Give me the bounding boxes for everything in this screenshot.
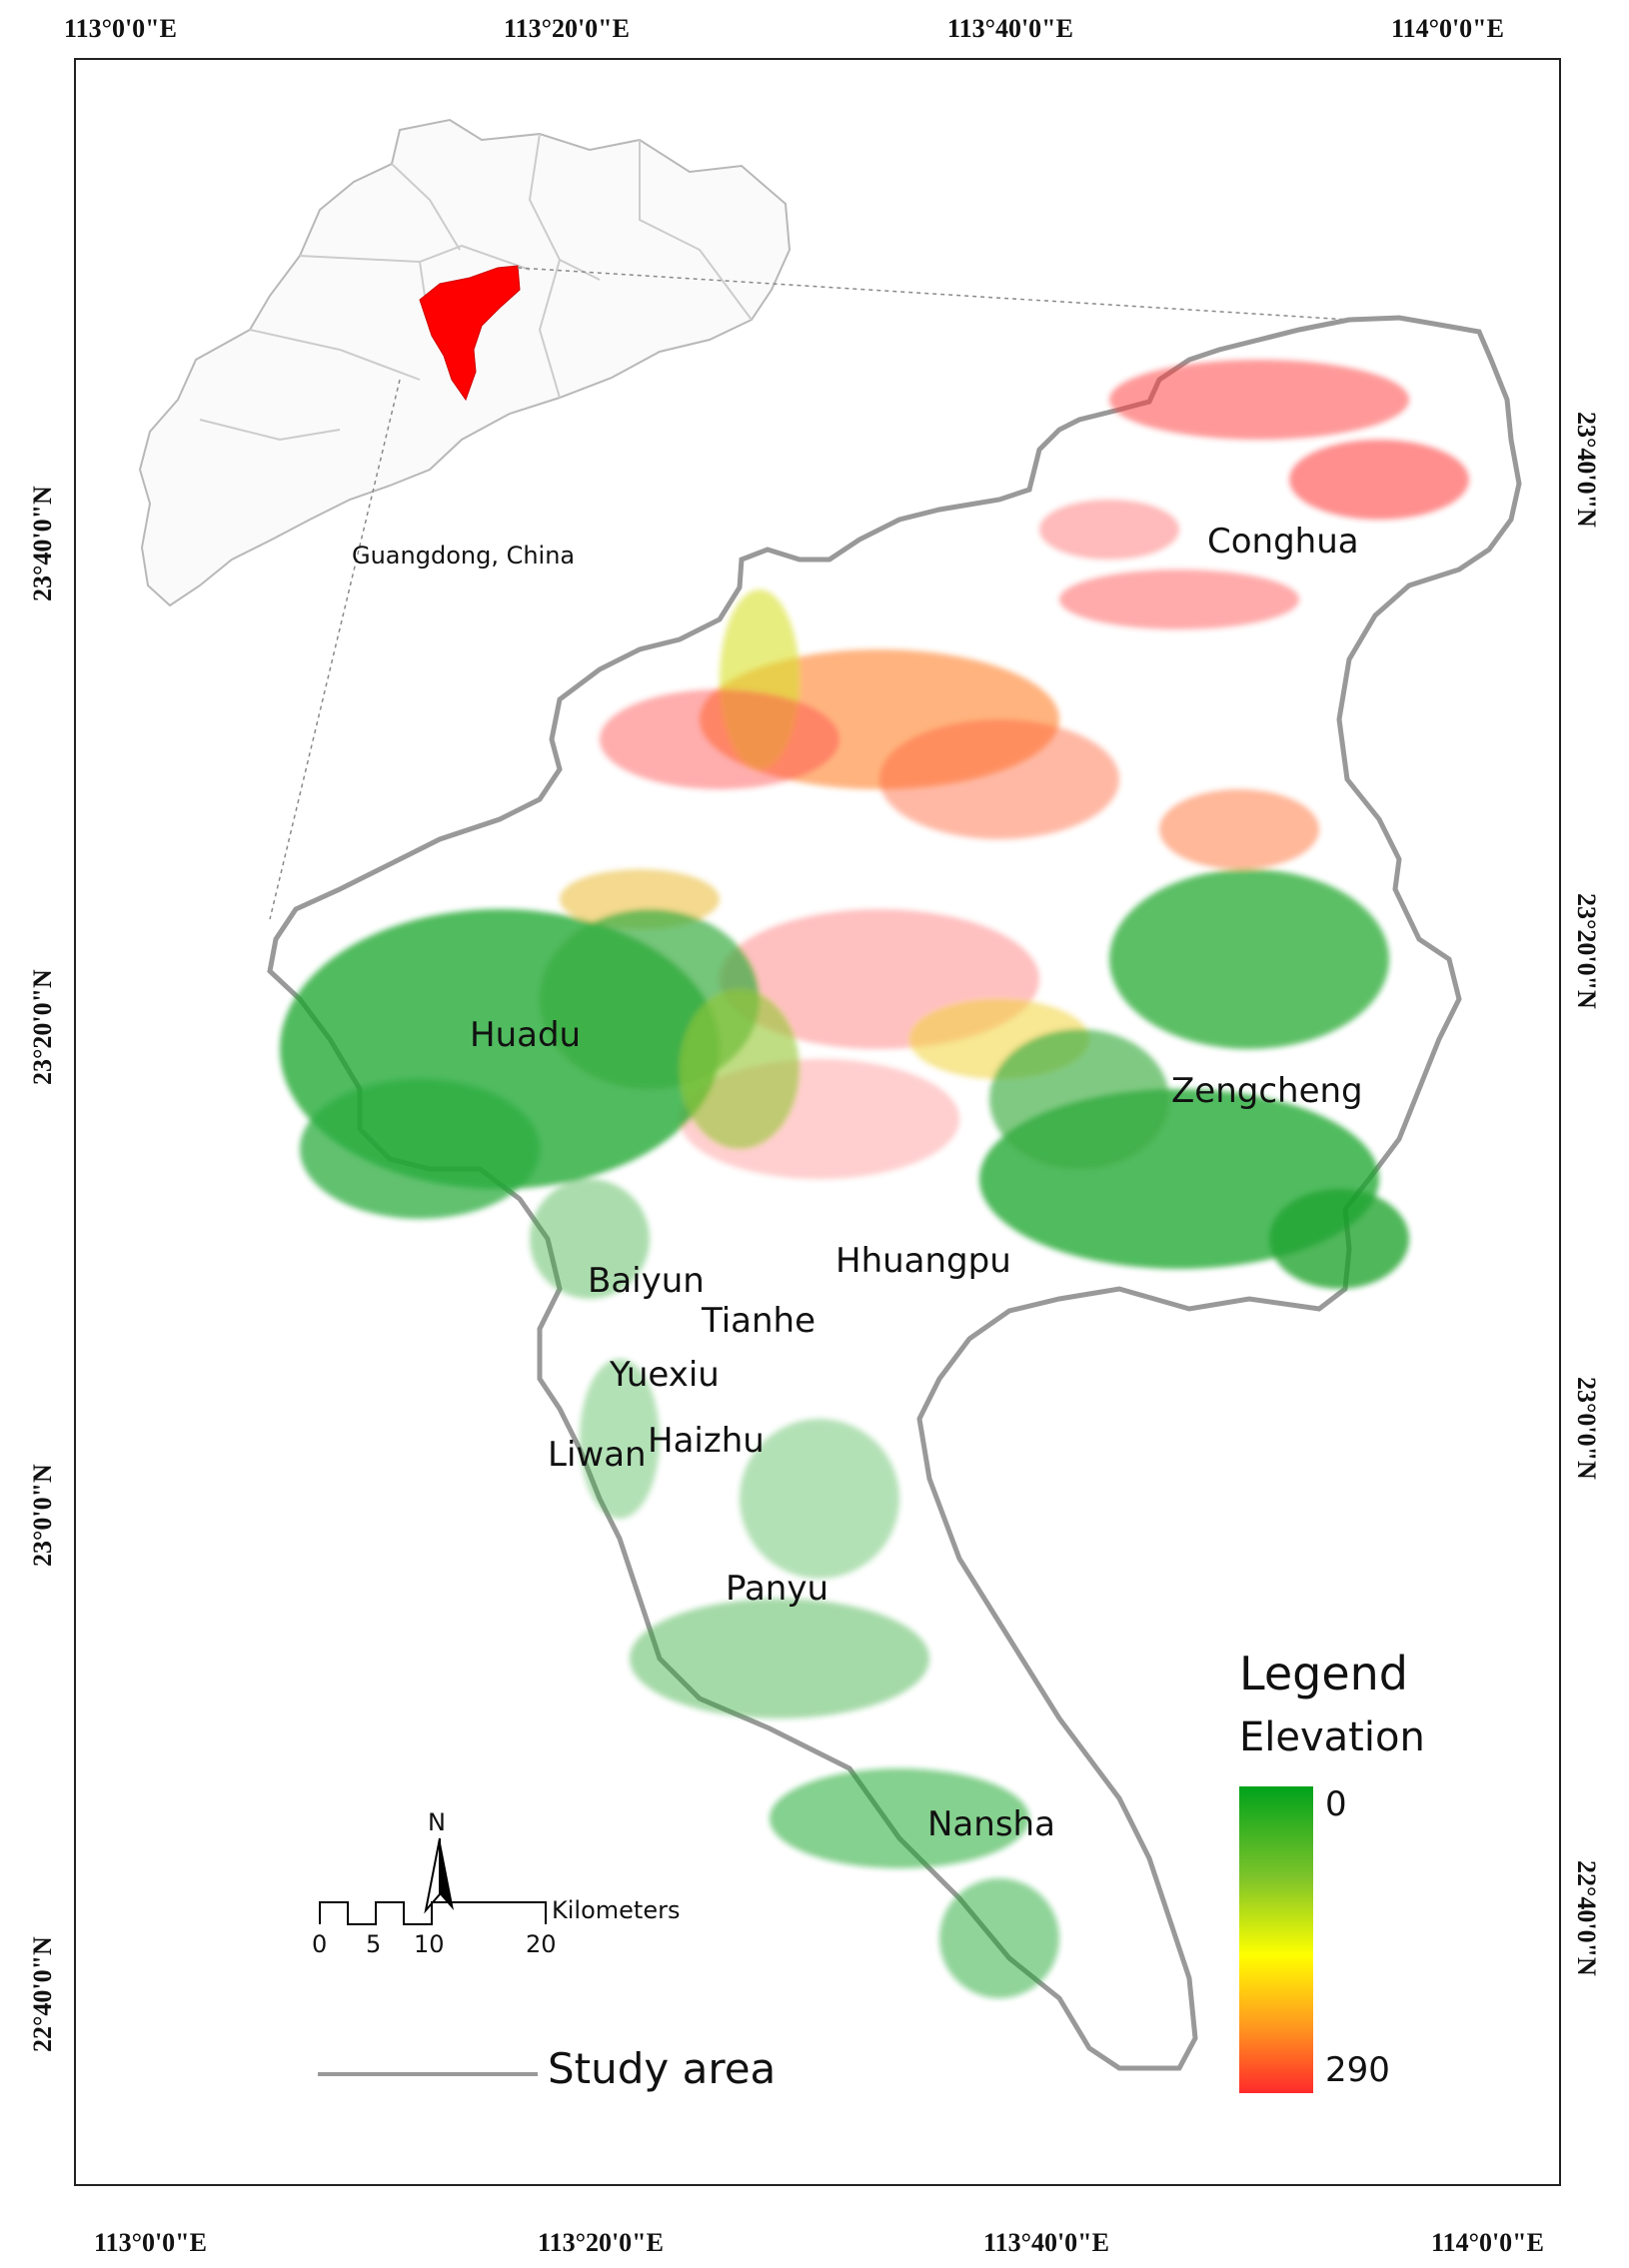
- district-label-conghua: Conghua: [1207, 522, 1359, 562]
- lon-tick-bottom-4: 114°0'0"E: [1431, 2228, 1544, 2257]
- legend-title: Legend: [1239, 1647, 1408, 1701]
- district-label-hhuangpu: Hhuangpu: [835, 1241, 1011, 1281]
- elevation-color-ramp: [1239, 1786, 1313, 2093]
- inset-guangzhou-highlight: [419, 265, 521, 402]
- map-frame: [74, 58, 1561, 2186]
- lon-tick-top-2: 113°20'0"E: [504, 14, 630, 43]
- elevation-layer: [280, 360, 1469, 1998]
- lon-tick-top-1: 113°0'0"E: [64, 14, 177, 43]
- scale-tick-5: 5: [366, 1930, 382, 1958]
- district-label-tianhe: Tianhe: [702, 1301, 816, 1341]
- north-arrow-label: N: [428, 1808, 446, 1836]
- scale-unit: Kilometers: [552, 1896, 681, 1924]
- legend-subtitle: Elevation: [1239, 1714, 1425, 1760]
- district-label-zengcheng: Zengcheng: [1171, 1071, 1363, 1111]
- study-area-label: Study area: [548, 2044, 777, 2093]
- lon-tick-bottom-2: 113°20'0"E: [538, 2228, 664, 2257]
- district-label-nansha: Nansha: [927, 1804, 1055, 1844]
- legend-min-value: 0: [1325, 1784, 1347, 1824]
- district-label-panyu: Panyu: [726, 1569, 829, 1609]
- legend-max-value: 290: [1325, 2050, 1390, 2090]
- inset-label: Guangdong, China: [352, 542, 576, 569]
- scale-tick-10: 10: [414, 1930, 445, 1958]
- scale-tick-0: 0: [312, 1930, 328, 1958]
- lon-tick-bottom-3: 113°40'0"E: [983, 2228, 1109, 2257]
- lon-tick-top-3: 113°40'0"E: [947, 14, 1073, 43]
- district-label-liwan: Liwan: [548, 1435, 647, 1475]
- scale-bar: [319, 1901, 547, 1925]
- lon-tick-bottom-1: 113°0'0"E: [94, 2228, 207, 2257]
- district-label-huadu: Huadu: [470, 1015, 582, 1055]
- district-label-yuexiu: Yuexiu: [610, 1355, 720, 1395]
- inset-map: [138, 118, 1446, 920]
- district-label-haizhu: Haizhu: [648, 1421, 765, 1461]
- district-label-baiyun: Baiyun: [588, 1261, 705, 1301]
- north-arrow: [424, 1837, 454, 1914]
- scale-tick-20: 20: [526, 1930, 557, 1958]
- lon-tick-top-4: 114°0'0"E: [1391, 14, 1504, 43]
